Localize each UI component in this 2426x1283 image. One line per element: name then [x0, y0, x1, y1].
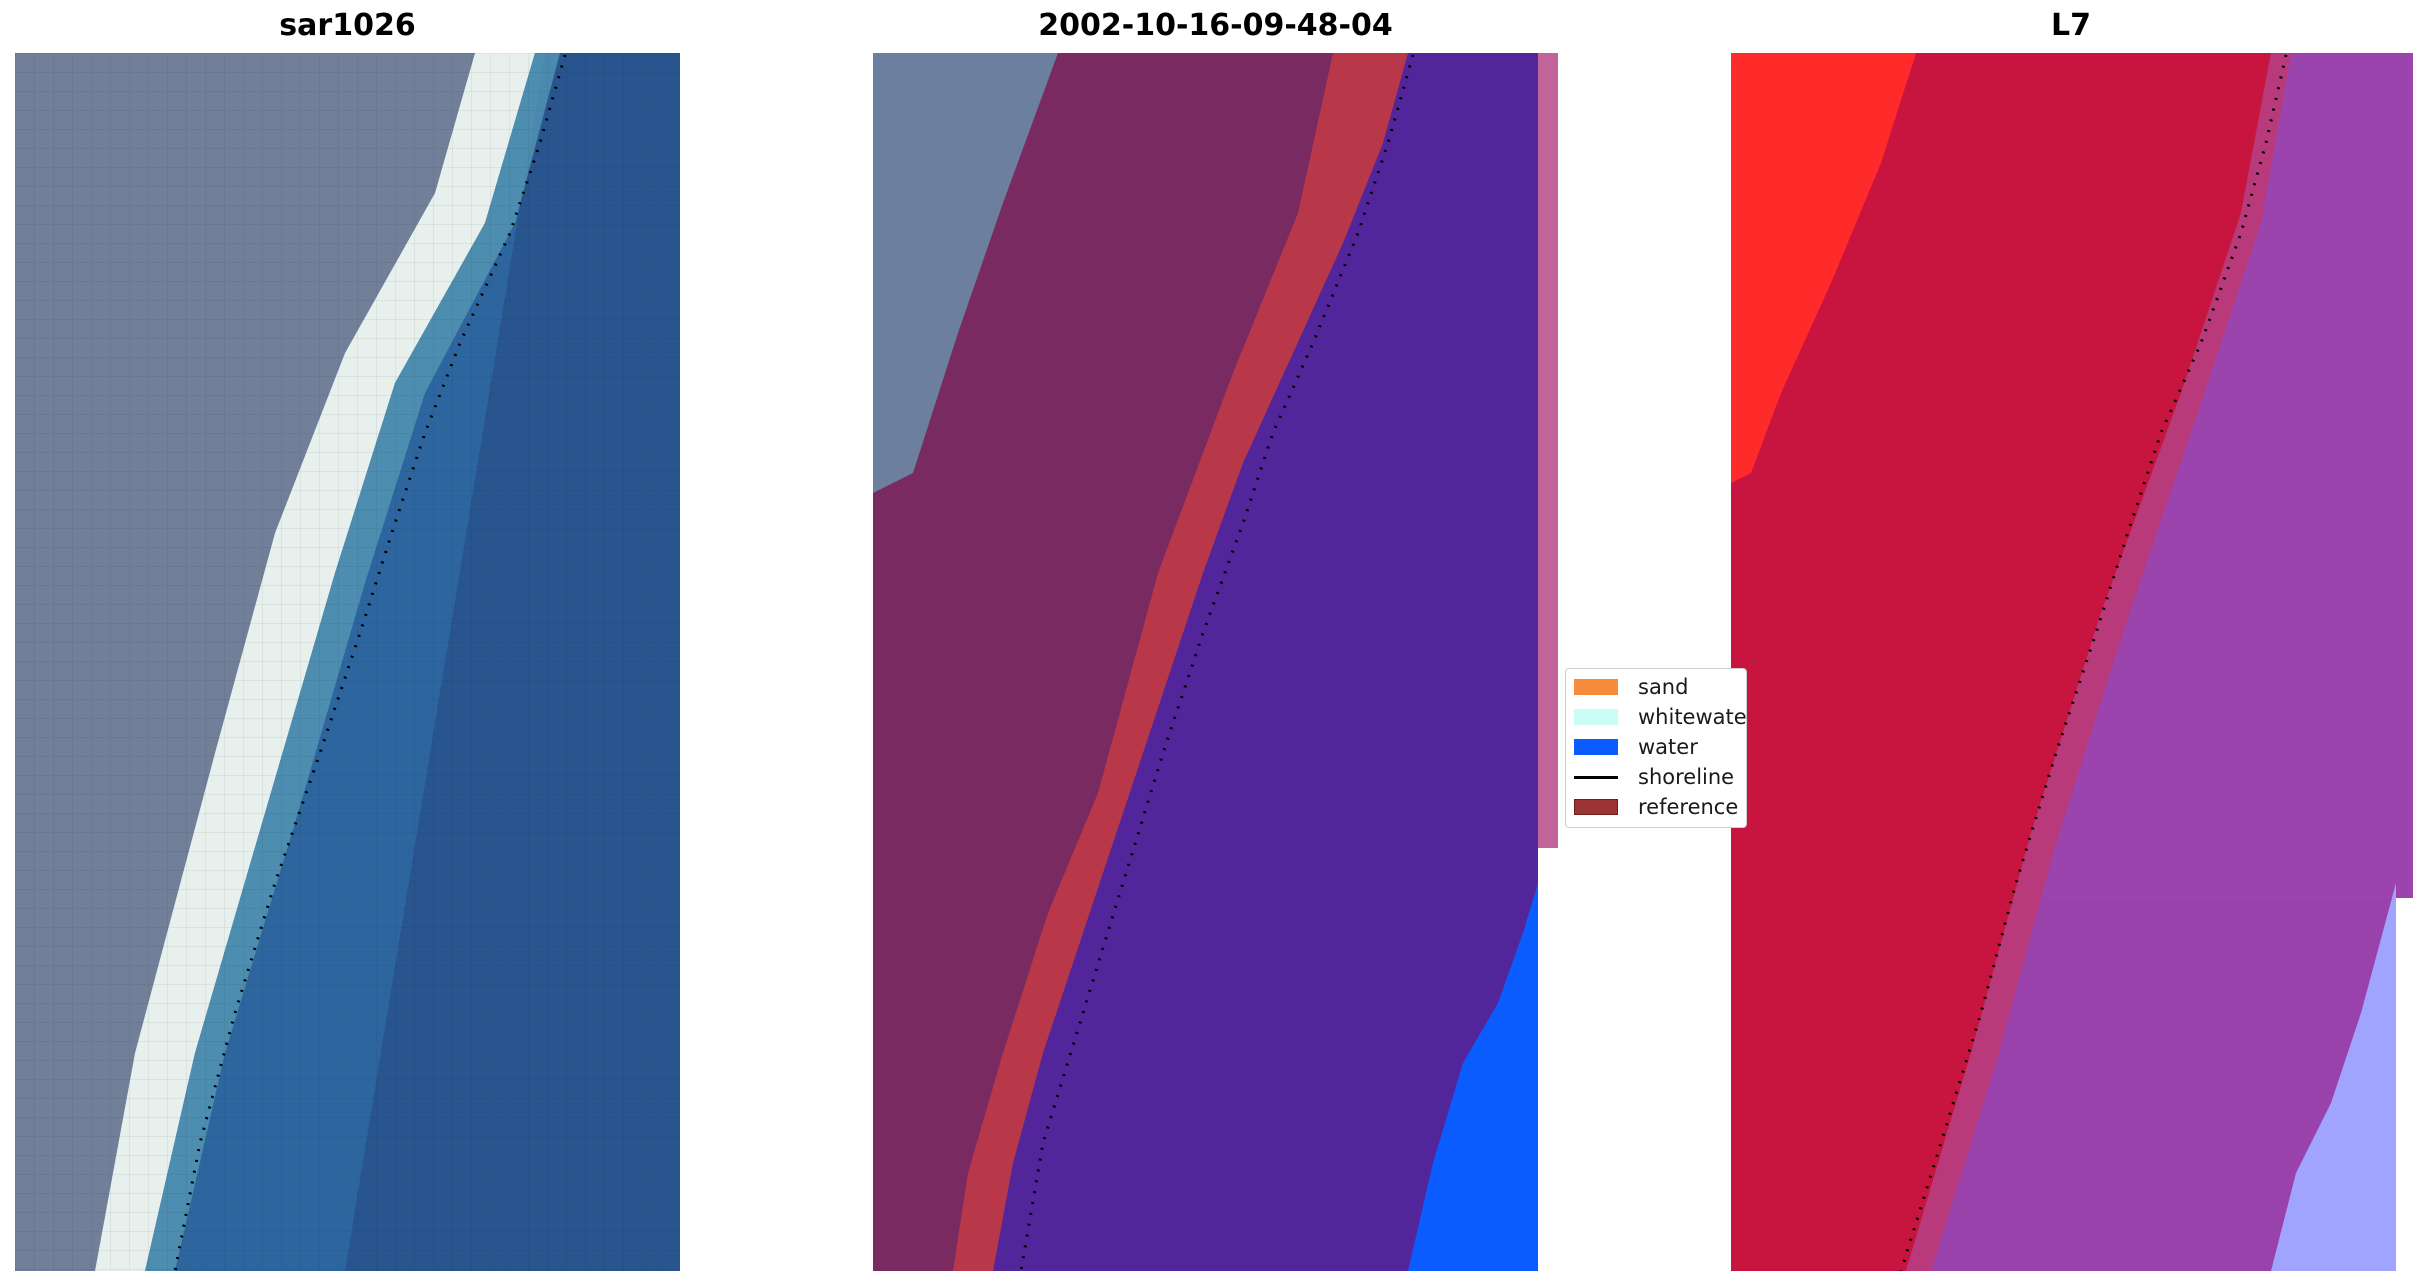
index-transition-band	[1906, 53, 2291, 1271]
legend: sand whitewater water shoreline referenc…	[1565, 668, 1747, 828]
legend-label-sand: sand	[1638, 675, 1689, 699]
index-lavender-area	[2271, 883, 2396, 1271]
classified-panel-title: 2002-10-16-09-48-04	[1038, 8, 1393, 43]
index-image	[1731, 53, 2413, 1271]
reference-band	[953, 53, 1408, 1271]
legend-item-shoreline: shoreline	[1574, 765, 1734, 789]
index-panel-title: L7	[2051, 8, 2091, 43]
legend-item-sand: sand	[1574, 675, 1688, 699]
legend-item-whitewater: whitewater	[1574, 705, 1747, 729]
sand-swatch	[1574, 679, 1618, 695]
shoreline-swatch	[1574, 775, 1618, 779]
legend-label-whitewater: whitewater	[1638, 705, 1747, 729]
shoreline-line	[1899, 54, 2288, 1271]
side-strip	[1538, 53, 1558, 848]
legend-label-water: water	[1638, 735, 1698, 759]
legend-item-water: water	[1574, 735, 1698, 759]
reference-swatch	[1574, 799, 1618, 815]
rgb-satellite-image	[15, 53, 680, 1271]
unclassified-gray-area	[873, 53, 1058, 493]
index-bright-land	[1731, 53, 1916, 483]
whitewater-swatch	[1574, 709, 1618, 725]
index-land-area	[1731, 53, 2271, 1271]
rgb-panel-title: sar1026	[279, 8, 416, 43]
legend-item-reference: reference	[1574, 795, 1738, 819]
legend-label-reference: reference	[1638, 795, 1739, 819]
land-class-area	[873, 53, 1333, 1271]
water-swatch	[1574, 739, 1618, 755]
classified-image	[873, 53, 1558, 1271]
legend-label-shoreline: shoreline	[1638, 765, 1735, 789]
water-blue-area	[1408, 883, 1538, 1271]
